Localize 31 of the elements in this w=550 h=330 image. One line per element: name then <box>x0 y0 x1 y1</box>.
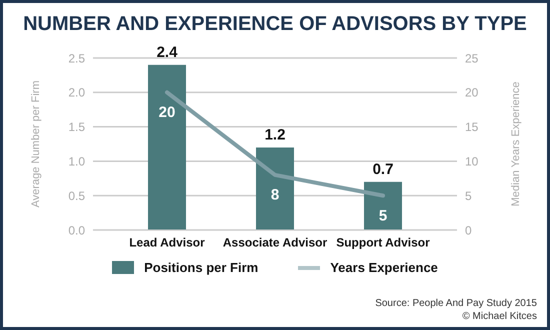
source-note: Source: People And Pay Study 2015 <box>375 297 537 310</box>
y-tick-label: 2.5 <box>68 51 86 66</box>
chart-title: NUMBER AND EXPERIENCE OF ADVISORS BY TYPE <box>22 13 528 36</box>
data-label: 0.7 <box>372 160 394 178</box>
data-label: 8 <box>270 186 280 204</box>
data-label: 2.4 <box>156 44 178 61</box>
y-tick-label: 2.0 <box>68 86 86 100</box>
x-tick-label: Support Advisor <box>336 236 430 250</box>
text: © Michael Kitces <box>461 310 537 323</box>
y2-tick-label: 15 <box>465 120 479 134</box>
bar <box>256 147 294 230</box>
y-tick-label: 0.5 <box>68 188 86 203</box>
data-label: 1.2 <box>264 126 286 144</box>
x-tick-label: Associate Advisor <box>222 236 328 250</box>
y2-tick-label: 0 <box>465 223 472 238</box>
y-tick-label: 1.5 <box>68 120 86 134</box>
y-axis-title: Average Number per Firm <box>30 80 42 208</box>
legend-label: Years Experience <box>330 260 438 275</box>
y2-tick-label: 25 <box>465 51 479 66</box>
legend-label: Positions per Firm <box>144 260 258 275</box>
bar <box>364 182 402 230</box>
y-tick-label: 1.0 <box>68 154 86 168</box>
y2-axis-title: Median Years Experience <box>510 82 522 206</box>
x-tick-label: Lead Advisor <box>129 236 206 250</box>
y2-tick-label: 10 <box>465 154 479 168</box>
bar <box>148 64 186 230</box>
y2-tick-label: 20 <box>465 86 479 100</box>
y-tick-label: 0.0 <box>68 223 86 238</box>
y2-tick-label: 5 <box>465 188 472 203</box>
data-label: 20 <box>158 104 176 122</box>
data-label: 5 <box>378 207 388 224</box>
